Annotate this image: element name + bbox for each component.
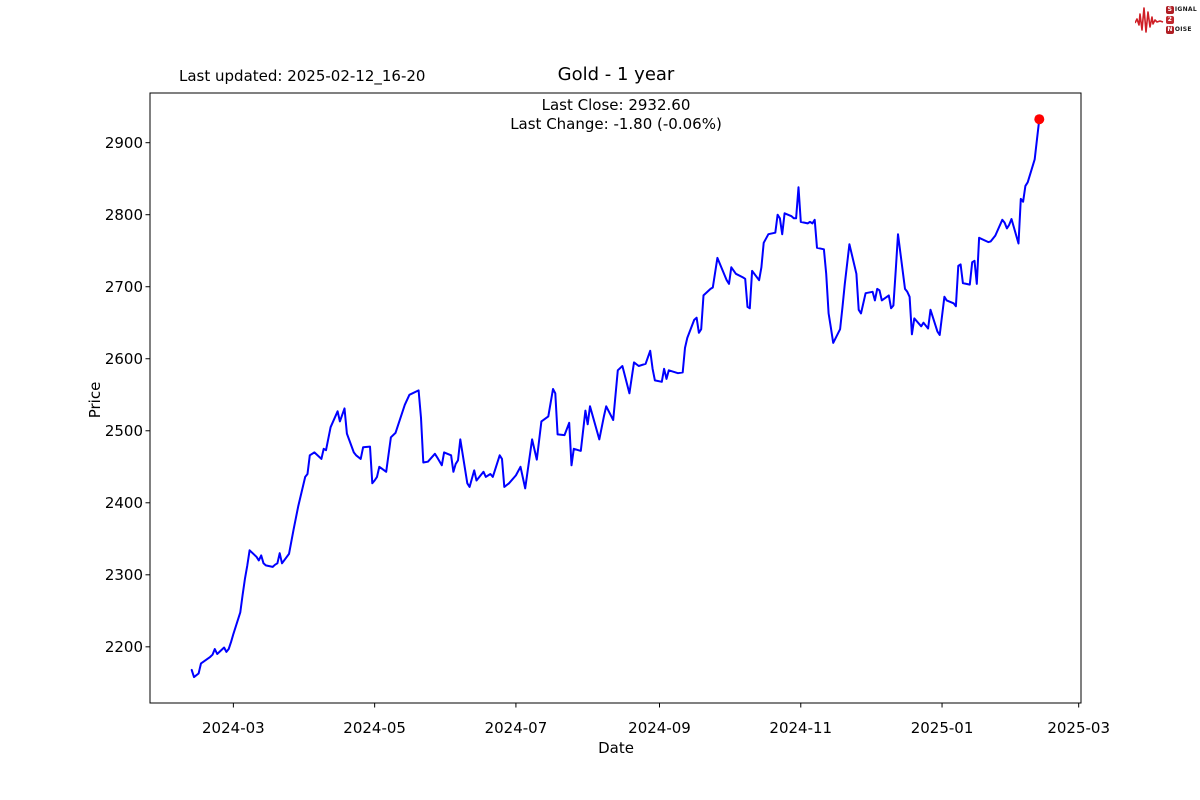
axis-tick-marks <box>145 142 1080 708</box>
last-updated-text: Last updated: 2025-02-12_16-20 <box>179 67 426 85</box>
logo-text: S IGNAL 2 N OISE <box>1165 6 1197 35</box>
last-close-annotation: Last Close: 2932.60 <box>541 96 691 114</box>
y-tick-label-2500: 2500 <box>104 421 143 440</box>
y-tick-label-2400: 2400 <box>104 493 143 512</box>
logo-text-oise: OISE <box>1174 26 1192 33</box>
waveform-icon <box>1134 7 1164 33</box>
last-close-marker-dot <box>1034 114 1045 125</box>
logo-letter-n-box: N <box>1165 26 1174 34</box>
x-tick-label-2024-03: 2024-03 <box>202 719 265 737</box>
x-tick-label-2024-09: 2024-09 <box>628 719 691 737</box>
x-tick-label-2025-03: 2025-03 <box>1047 719 1111 737</box>
logo-text-ignal: IGNAL <box>1174 6 1197 13</box>
logo-letter-s-box: S <box>1165 6 1174 14</box>
y-axis-label: Price <box>86 381 104 419</box>
x-tick-label-2025-01: 2025-01 <box>910 719 974 737</box>
x-tick-label-2024-07: 2024-07 <box>484 719 548 737</box>
x-axis-label: Date <box>598 739 634 757</box>
y-tick-label-2300: 2300 <box>104 565 143 584</box>
y-tick-label-2600: 2600 <box>104 349 143 368</box>
x-tick-label-2024-05: 2024-05 <box>343 719 406 737</box>
logo-row-noise: N OISE <box>1165 26 1197 35</box>
logo-row-signal: S IGNAL <box>1165 6 1197 15</box>
y-tick-label-2700: 2700 <box>104 277 143 296</box>
brand-logo: S IGNAL 2 N OISE <box>1134 5 1197 35</box>
plot-area-border <box>149 92 1082 704</box>
chart-title: Gold - 1 year <box>557 64 675 85</box>
y-tick-label-2800: 2800 <box>104 205 143 224</box>
last-change-annotation: Last Change: -1.80 (-0.06%) <box>510 115 722 133</box>
price-line <box>190 118 1041 679</box>
logo-row-2: 2 <box>1165 16 1197 25</box>
logo-letter-2-box: 2 <box>1165 16 1174 24</box>
x-tick-label-2024-11: 2024-11 <box>769 719 833 737</box>
y-tick-label-2200: 2200 <box>104 637 143 656</box>
y-tick-label-2900: 2900 <box>104 133 143 152</box>
